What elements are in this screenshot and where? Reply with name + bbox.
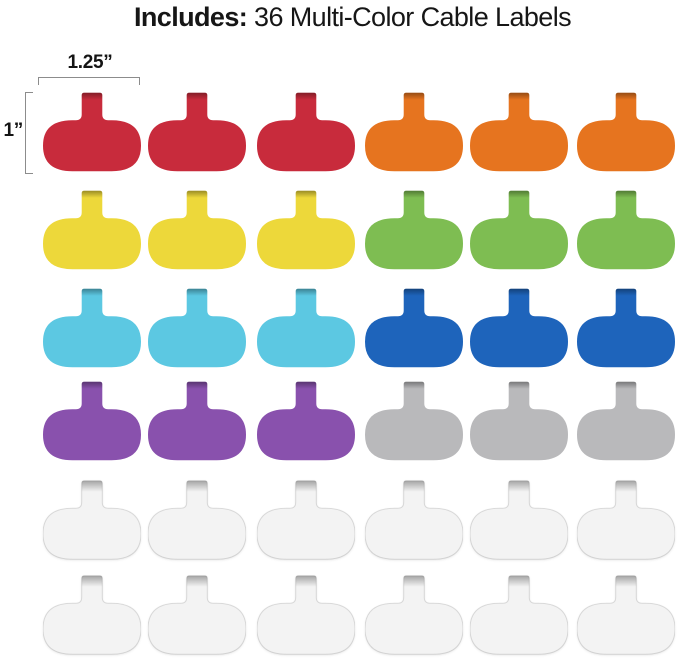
cable-label-red	[257, 92, 355, 172]
cable-label-purple	[43, 381, 141, 461]
cable-label-blue	[365, 288, 463, 368]
cable-label-white	[470, 480, 568, 560]
cable-label-white	[365, 575, 463, 655]
cable-label-white	[470, 575, 568, 655]
cable-label-orange	[470, 92, 568, 172]
label-row	[0, 575, 679, 655]
cable-label-white	[577, 575, 675, 655]
cable-label-cyan	[257, 288, 355, 368]
page-title: Includes: 36 Multi-Color Cable Labels	[0, 2, 679, 33]
cable-label-red	[148, 92, 246, 172]
width-dimension-label: 1.25”	[67, 52, 113, 73]
width-dimension-bracket	[38, 77, 140, 85]
cable-label-gray	[365, 381, 463, 461]
cable-label-white	[365, 480, 463, 560]
cable-label-gray	[470, 381, 568, 461]
cable-label-blue	[470, 288, 568, 368]
cable-label-white	[577, 480, 675, 560]
cable-label-orange	[577, 92, 675, 172]
cable-label-white	[43, 575, 141, 655]
cable-label-yellow	[43, 190, 141, 270]
cable-label-yellow	[257, 190, 355, 270]
cable-label-orange	[365, 92, 463, 172]
cable-label-white	[257, 575, 355, 655]
label-row	[0, 480, 679, 560]
cable-label-red	[43, 92, 141, 172]
label-row	[0, 190, 679, 270]
cable-label-blue	[577, 288, 675, 368]
cable-label-white	[148, 575, 246, 655]
title-bold-text: Includes:	[134, 2, 248, 32]
height-dimension-label: 1”	[3, 120, 24, 141]
cable-label-white	[257, 480, 355, 560]
label-row	[0, 288, 679, 368]
cable-label-cyan	[148, 288, 246, 368]
cable-label-white	[148, 480, 246, 560]
label-row	[0, 381, 679, 461]
cable-label-green	[365, 190, 463, 270]
cable-label-purple	[148, 381, 246, 461]
title-regular-text: 36 Multi-Color Cable Labels	[247, 2, 572, 32]
label-row	[0, 92, 679, 172]
cable-label-purple	[257, 381, 355, 461]
cable-label-green	[470, 190, 568, 270]
height-dimension-bracket	[25, 92, 33, 174]
cable-label-yellow	[148, 190, 246, 270]
cable-label-green	[577, 190, 675, 270]
cable-label-white	[43, 480, 141, 560]
cable-label-gray	[577, 381, 675, 461]
cable-label-cyan	[43, 288, 141, 368]
